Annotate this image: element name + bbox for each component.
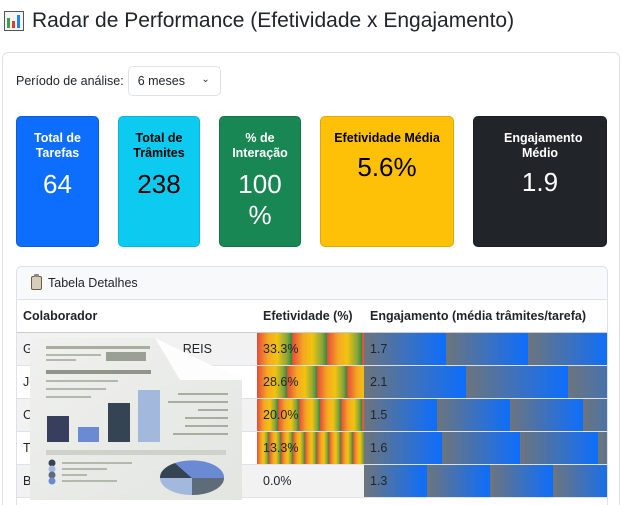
kpi-engajamento-medio: Engajamento Médio 1.9 bbox=[473, 116, 607, 247]
clipboard-icon bbox=[31, 274, 42, 290]
cell-efetividade: 13.3% bbox=[257, 431, 364, 465]
engajamento-value: 1.7 bbox=[370, 341, 388, 356]
column-header-colaborador[interactable]: Colaborador bbox=[17, 300, 257, 333]
engajamento-value: 1.5 bbox=[370, 407, 388, 422]
table-header-row: Colaborador Efetividade (%) Engajamento … bbox=[17, 300, 607, 333]
efetividade-value: 28.6% bbox=[263, 374, 299, 389]
kpi-title: Efetividade Média bbox=[334, 131, 440, 145]
efetividade-value: 0.0% bbox=[263, 473, 292, 488]
column-header-engajamento[interactable]: Engajamento (média trâmites/tarefa) bbox=[364, 300, 607, 333]
engajamento-value: 2.1 bbox=[370, 374, 388, 389]
colaborador-name: B bbox=[23, 473, 32, 488]
kpi-total-tarefas: Total de Tarefas 64 bbox=[16, 116, 99, 247]
engajamento-value: 1.3 bbox=[370, 473, 388, 488]
efetividade-value: 13.3% bbox=[263, 440, 299, 455]
cell-engajamento: 2.1 bbox=[364, 365, 607, 399]
bar-chart-icon bbox=[4, 11, 24, 31]
page-title: Radar de Performance (Efetividade x Enga… bbox=[4, 6, 514, 36]
cell-engajamento: 1.3 bbox=[364, 464, 607, 498]
kpi-value: 64 bbox=[43, 169, 72, 199]
kpi-title: Total de Tarefas bbox=[34, 131, 81, 160]
engajamento-bar bbox=[364, 431, 607, 464]
efetividade-value: 20.0% bbox=[263, 407, 299, 422]
engajamento-bar bbox=[364, 464, 607, 497]
kpi-title: Total de Trâmites bbox=[133, 131, 185, 160]
period-filter: Período de análise: 6 meses ⌄ bbox=[16, 66, 221, 96]
efetividade-bar bbox=[257, 398, 364, 431]
kpi-value: 238 bbox=[137, 169, 181, 199]
kpi-title: Engajamento Médio bbox=[504, 131, 583, 160]
efetividade-value: 33.3% bbox=[263, 341, 299, 356]
period-select[interactable]: 6 meses ⌄ bbox=[127, 66, 221, 96]
cell-engajamento: 1.5 bbox=[364, 398, 607, 432]
kpi-value: 5.6% bbox=[357, 152, 417, 182]
colaborador-name: G bbox=[23, 341, 33, 356]
chevron-down-icon: ⌄ bbox=[201, 74, 210, 85]
efetividade-bar bbox=[257, 431, 364, 464]
kpi-total-tramites: Total de Trâmites 238 bbox=[118, 116, 200, 247]
kpi-efetividade-media: Efetividade Média 5.6% bbox=[320, 116, 454, 247]
cell-engajamento: 1.6 bbox=[364, 431, 607, 465]
cell-efetividade: 33.3% bbox=[257, 332, 364, 366]
kpi-title: % de Interação bbox=[232, 131, 288, 160]
engajamento-value: 1.6 bbox=[370, 440, 388, 455]
engajamento-bar bbox=[364, 332, 607, 365]
period-selected-value: 6 meses bbox=[137, 74, 185, 88]
details-header: Tabela Detalhes bbox=[17, 267, 607, 300]
kpi-value: 100 % bbox=[238, 169, 282, 230]
kpi-value: 1.9 bbox=[521, 167, 559, 197]
efetividade-bar bbox=[257, 332, 364, 365]
colaborador-name: T bbox=[23, 440, 31, 455]
cell-efetividade: 20.0% bbox=[257, 398, 364, 432]
cell-efetividade: 0.0% bbox=[257, 464, 364, 498]
efetividade-bar bbox=[257, 365, 364, 398]
column-header-efetividade[interactable]: Efetividade (%) bbox=[257, 300, 364, 333]
colaborador-name: C bbox=[23, 407, 33, 422]
page-title-text: Radar de Performance (Efetividade x Enga… bbox=[32, 9, 515, 32]
colaborador-name-suffix: REIS bbox=[182, 341, 212, 356]
period-label: Período de análise: bbox=[16, 74, 124, 88]
engajamento-bar bbox=[364, 365, 607, 398]
cell-engajamento: 1.7 bbox=[364, 332, 607, 366]
details-title: Tabela Detalhes bbox=[48, 276, 138, 290]
kpi-percent-interacao: % de Interação 100 % bbox=[219, 116, 301, 247]
cell-efetividade: 28.6% bbox=[257, 365, 364, 399]
engajamento-bar bbox=[364, 398, 607, 431]
report-document-icon bbox=[30, 338, 242, 500]
